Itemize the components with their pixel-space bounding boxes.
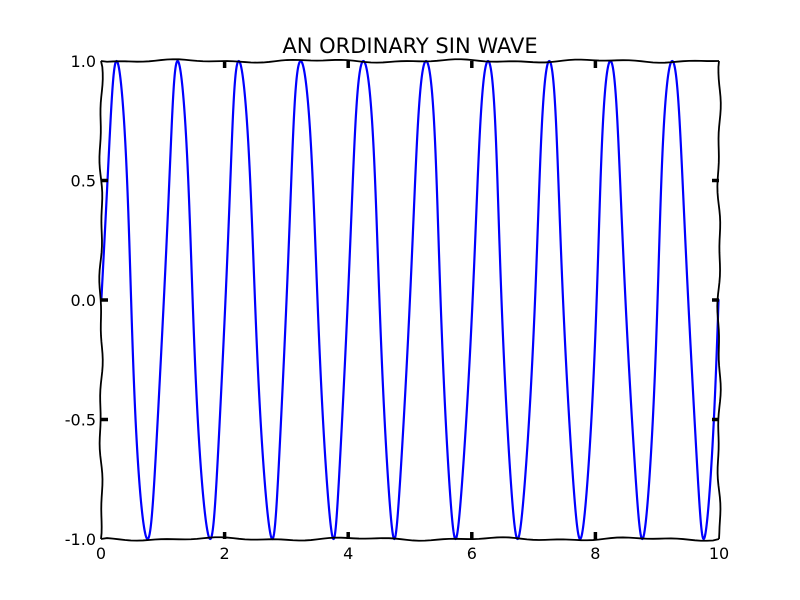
x-tick-label: 4	[343, 544, 353, 563]
frame-top	[100, 58, 720, 64]
frame-bottom	[100, 536, 720, 542]
y-tick-label: -0.5	[65, 411, 96, 430]
y-tick-label: 0.5	[71, 172, 96, 191]
chart-title: AN ORDINARY SIN WAVE	[282, 34, 537, 58]
axis-ticks	[101, 61, 719, 539]
x-tick-label: 6	[467, 544, 477, 563]
x-tick-label: 8	[590, 544, 600, 563]
y-tick-label: 0.0	[71, 291, 96, 310]
x-tick-label: 0	[96, 544, 106, 563]
tick-labels: 0 2 4 6 8 10 1.0 0.5 0.0 -0.5 -1.0	[65, 52, 729, 563]
x-tick-label: 10	[709, 544, 729, 563]
frame-left	[98, 60, 104, 540]
axes-frame	[98, 58, 722, 542]
y-tick-label: -1.0	[65, 530, 96, 549]
x-tick-label: 2	[220, 544, 230, 563]
y-tick-label: 1.0	[71, 52, 96, 71]
plot-area	[100, 59, 720, 541]
series-line-0	[100, 59, 720, 541]
